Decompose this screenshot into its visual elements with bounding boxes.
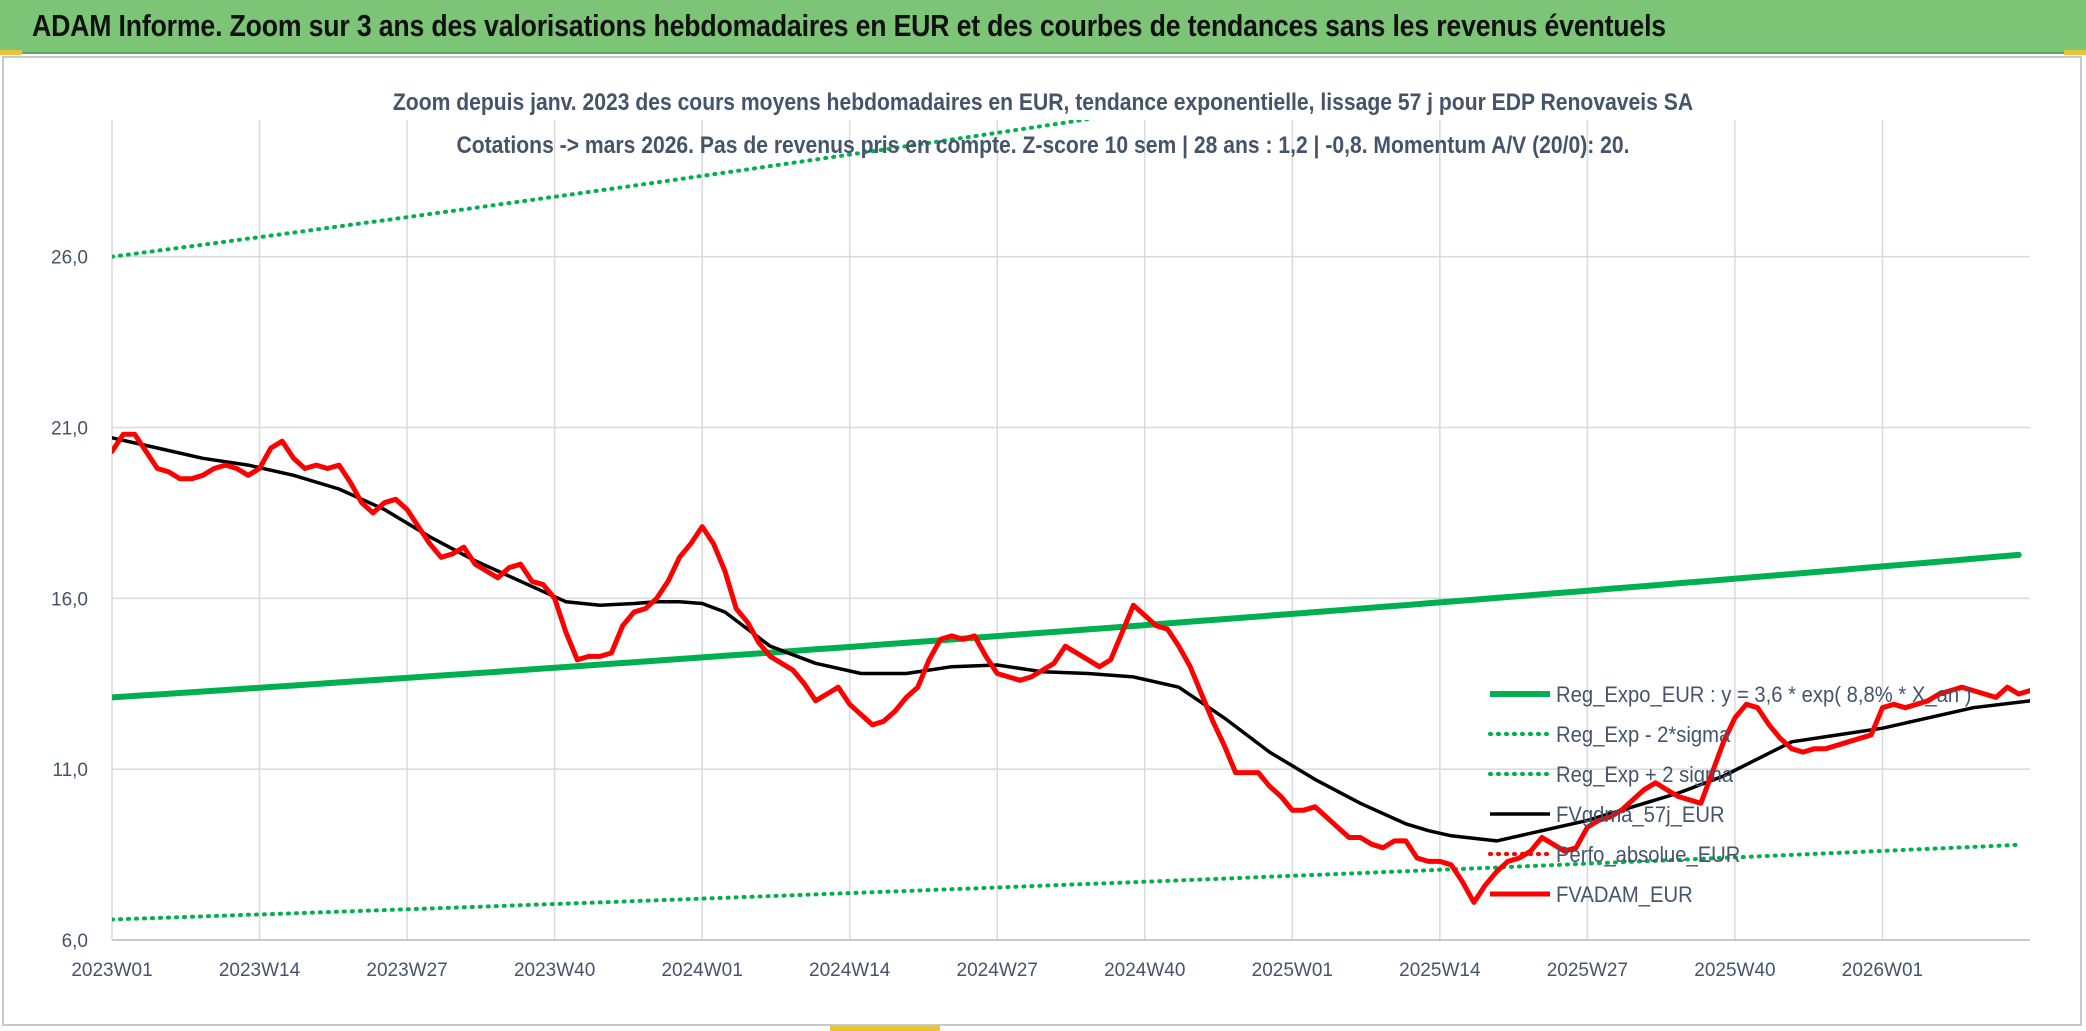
series-line-0 [112,551,2022,701]
header-bar: ADAM Informe. Zoom sur 3 ans des valoris… [0,0,2086,55]
x-tick-label: 2023W01 [71,960,152,981]
header-accent-right [2064,50,2086,55]
x-tick-label: 2025W14 [1399,960,1481,981]
series-line-2 [112,120,1096,259]
y-tick-label: 26,0 [51,248,88,269]
x-tick-label: 2023W27 [366,960,447,981]
series-line-5 [112,431,2030,905]
legend-label: Reg_Exp + 2 sigma [1556,763,1733,787]
x-axis: 2023W01 2023W14 2023W27 2023W40 2024W01 2024W… [71,960,1923,981]
x-tick-label: 2023W40 [514,960,595,981]
y-tick-label: 21,0 [51,419,88,440]
chart-frame [2,56,2082,1026]
legend-label: Perfo_absolue_EUR [1556,843,1740,867]
series-line-1 [112,842,2021,922]
legend-label: Reg_Exp - 2*sigma [1556,723,1731,747]
legend: Reg_Expo_EUR : y = 3,6 * exp( 8,8% * X_a… [1488,683,1971,907]
y-axis: 6,0 11,0 16,0 21,0 26,0 [51,248,88,952]
x-tick-label: 2025W01 [1252,960,1333,981]
page-title: ADAM Informe. Zoom sur 3 ans des valoris… [32,8,1666,43]
header-accent-left [0,50,22,55]
y-tick-label: 11,0 [52,760,88,781]
chart-title-line1: Zoom depuis janv. 2023 des cours moyens … [393,89,1693,116]
legend-label: Reg_Expo_EUR : y = 3,6 * exp( 8,8% * X_a… [1556,683,1971,707]
x-tick-label: 2025W40 [1694,960,1775,981]
legend-label: FVADAM_EUR [1556,883,1693,907]
series-layer [112,120,2030,922]
x-tick-label: 2023W14 [219,960,301,981]
x-tick-label: 2024W27 [957,960,1038,981]
legend-label: FVgdma_57j_EUR [1556,803,1725,827]
chart-title-line2: Cotations -> mars 2026. Pas de revenus p… [456,132,1629,159]
x-tick-label: 2024W14 [809,960,891,981]
x-tick-label: 2026W01 [1842,960,1923,981]
x-tick-label: 2024W40 [1104,960,1185,981]
x-tick-label: 2024W01 [661,960,742,981]
y-tick-label: 6,0 [62,931,88,952]
y-tick-label: 16,0 [51,589,88,610]
x-tick-label: 2025W27 [1547,960,1628,981]
bottom-accent [830,1026,940,1031]
